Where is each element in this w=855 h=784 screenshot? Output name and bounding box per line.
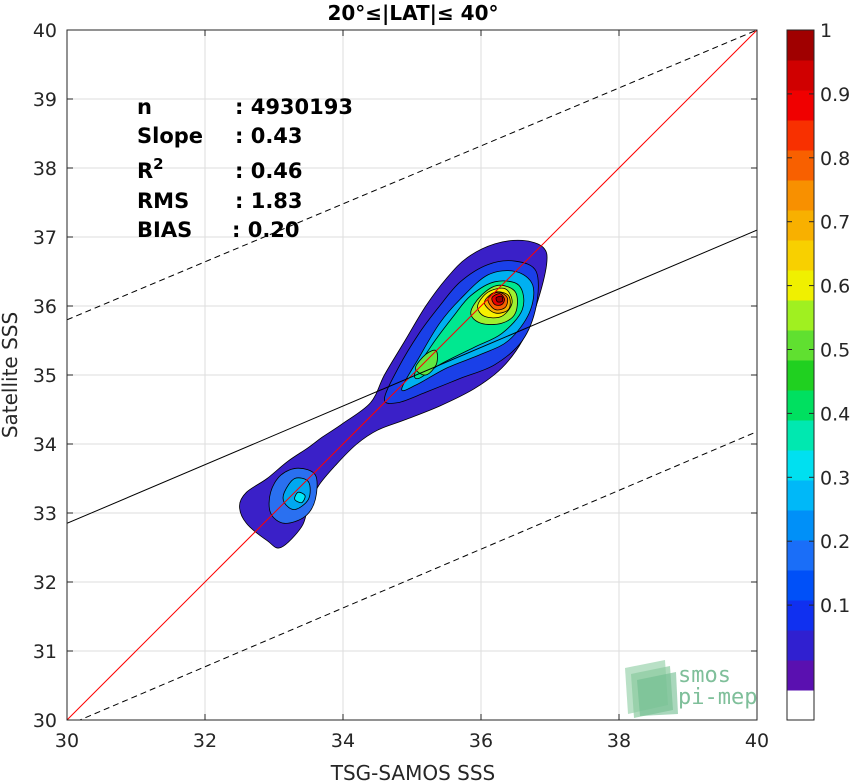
y-tick-label: 37 [33,227,57,249]
stat-label-slope: Slope [137,124,203,148]
colorbar-tick-label: 0.4 [820,403,850,425]
colorbar-tick-label: 0.1 [820,595,850,617]
colorbar-segment [787,480,814,511]
colorbar-segment [787,450,814,481]
colorbar: 0.1 0.2 0.3 0.4 0.5 0.6 0.7 0.8 0.9 1 [786,20,850,721]
colorbar-frame [786,29,815,721]
colorbar-segment [787,600,814,631]
logo-icon [625,660,678,718]
colorbar-segment [787,420,814,451]
x-tick-label: 38 [607,730,631,752]
colorbar-segment [787,120,814,151]
regression-line [67,229,757,524]
plot-area: 30 32 34 36 38 40 30 31 32 33 34 35 36 37 38 39 40 [33,20,769,752]
x-tick-label: 36 [469,730,493,752]
stat-label-n: n [137,95,152,119]
stat-label-superscript: 2 [153,155,163,173]
x-axis-ticks: 30 32 34 36 38 40 [55,30,769,752]
colorbar-segment [787,210,814,241]
colorbar-segment [787,510,814,541]
colorbar-segment [787,330,814,361]
reference-lines [67,30,757,720]
x-tick-label: 34 [331,730,355,752]
colorbar-segment [787,540,814,571]
colorbar-segment [787,90,814,121]
stat-value-rms: : 1.83 [235,189,303,213]
colorbar-tick-label: 0.2 [820,531,850,553]
colorbar-tick-label: 0.5 [820,340,850,362]
colorbar-tick-label: 1 [820,20,832,42]
colorbar-segment [787,360,814,391]
y-tick-label: 35 [33,365,57,387]
upper-bound-line [67,30,757,321]
y-tick-label: 31 [33,641,57,663]
logo-text-pimep: pi-mep [678,685,757,710]
colorbar-tick-label: 0.3 [820,467,850,489]
colorbar-segment [787,300,814,331]
density-contour-0.4 [294,491,306,504]
stat-value-slope: : 0.43 [235,124,303,148]
y-tick-label: 36 [33,296,57,318]
lower-bound-line [78,431,757,720]
y-axis-label: Satellite SSS [0,312,22,438]
colorbar-segment [787,630,814,661]
y-tick-label: 34 [33,434,57,456]
colorbar-tick-label: 0.9 [820,84,850,106]
x-tick-label: 40 [745,730,769,752]
colorbar-tick-label: 0.8 [820,148,850,170]
colorbar-segment [787,30,814,61]
density-contour-0.45 [414,349,438,376]
colorbar-tick-label: 0.6 [820,276,850,298]
x-tick-label: 30 [55,730,79,752]
stat-value-n: : 4930193 [235,95,353,119]
y-tick-label: 33 [33,503,57,525]
colorbar-segment [787,150,814,181]
y-tick-label: 38 [33,158,57,180]
colorbar-segment [787,60,814,91]
stat-label-rms: RMS [137,189,189,213]
x-tick-label: 32 [193,730,217,752]
stat-value-r: : 0.46 [235,159,303,183]
colorbar-segment [787,180,814,211]
identity-line [67,30,757,720]
y-tick-label: 32 [33,572,57,594]
colorbar-segment [787,390,814,421]
y-tick-label: 30 [33,710,57,732]
colorbar-segment [787,690,814,721]
colorbar-tick-label: 0.7 [820,212,850,234]
chart-title: 20°≤|LAT|≤ 40° [327,1,498,25]
stat-label-bias: BIAS [137,218,192,242]
smos-pimep-logo: smos pi-mep [625,660,757,718]
colorbar-segment [787,660,814,691]
colorbar-segment [787,570,814,601]
grid [66,29,758,721]
logo-text-smos: smos [678,663,731,688]
y-tick-label: 40 [33,20,57,42]
y-axis-ticks: 30 31 32 33 34 35 36 37 38 39 40 [33,20,757,732]
colorbar-segment [787,240,814,271]
density-contour-1 [495,295,504,303]
y-tick-label: 39 [33,89,57,111]
stat-value-bias: : 0.20 [232,218,300,242]
x-axis-label: TSG-SAMOS SSS [330,761,496,784]
